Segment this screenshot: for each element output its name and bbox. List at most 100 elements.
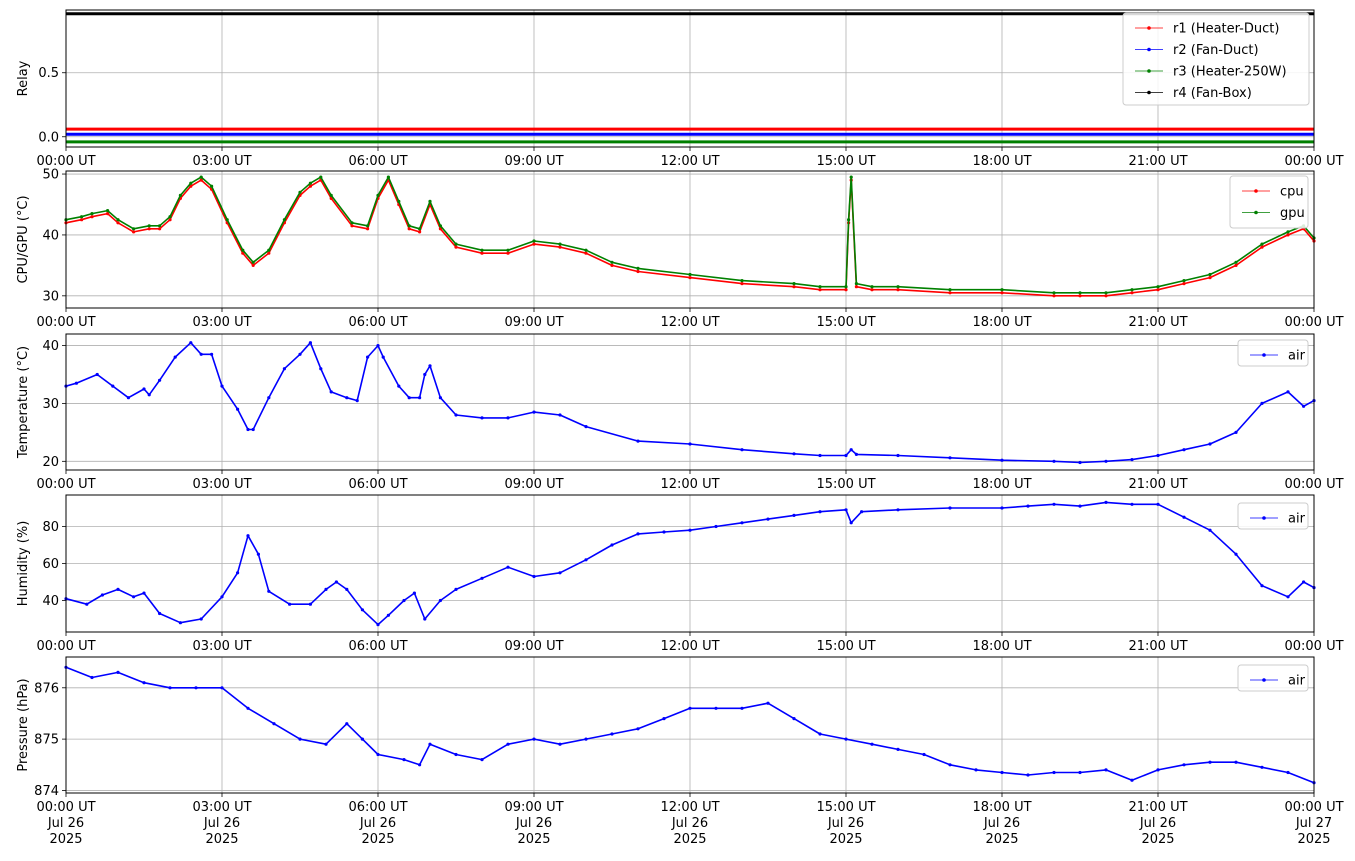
data-point-air	[376, 623, 380, 627]
y-axis-label: CPU/GPU (°C)	[16, 195, 31, 283]
data-point-air	[267, 589, 271, 593]
x-tick-label: 12:00 UT	[660, 477, 719, 492]
data-point-cpu	[1104, 294, 1108, 298]
data-point-air	[610, 732, 614, 736]
data-point-air	[1208, 442, 1212, 446]
data-point-air	[386, 613, 390, 617]
data-point-air	[345, 722, 349, 726]
y-tick-label: 0.5	[38, 66, 59, 81]
data-point-gpu	[1234, 260, 1238, 264]
data-point-air	[1234, 552, 1238, 556]
data-point-air	[194, 686, 198, 690]
x-tick-label: 06:00 UT	[348, 800, 407, 815]
data-point-air	[189, 341, 193, 345]
data-point-air	[256, 552, 260, 556]
data-point-gpu	[298, 190, 302, 194]
data-point-air	[454, 413, 458, 417]
x-date-label: Jul 26	[47, 816, 84, 831]
data-point-air	[402, 598, 406, 603]
data-point-air	[558, 571, 562, 575]
data-point-gpu	[849, 175, 853, 179]
data-point-air	[147, 393, 151, 397]
data-point-air	[740, 706, 744, 710]
data-point-air	[412, 591, 416, 595]
data-point-air	[688, 706, 692, 710]
legend-swatch-marker	[1147, 47, 1151, 52]
data-point-cpu	[1286, 233, 1290, 237]
y-tick-label: 875	[34, 733, 59, 748]
data-point-cpu	[90, 215, 94, 219]
data-point-air	[360, 608, 364, 612]
data-point-air	[766, 517, 770, 521]
data-point-gpu	[386, 175, 390, 179]
x-year-label: 2025	[1297, 832, 1330, 847]
x-tick-label: 21:00 UT	[1128, 639, 1187, 654]
data-point-air	[454, 587, 458, 592]
x-tick-label: 18:00 UT	[972, 315, 1031, 330]
data-point-cpu	[132, 230, 136, 234]
data-point-gpu	[158, 224, 162, 228]
data-point-air	[1052, 502, 1056, 506]
data-point-air	[558, 413, 562, 417]
data-point-air	[210, 352, 214, 356]
legend-label: cpu	[1280, 185, 1304, 200]
data-point-air	[236, 407, 240, 411]
data-point-air	[423, 617, 427, 621]
y-tick-label: 40	[42, 228, 59, 243]
legend-swatch-marker	[1254, 210, 1258, 215]
data-point-cpu	[366, 227, 370, 231]
data-point-air	[1182, 763, 1186, 767]
data-point-air	[1234, 760, 1238, 764]
data-point-air	[584, 425, 588, 429]
axes-frame	[65, 494, 1315, 633]
data-point-air	[1156, 453, 1160, 458]
data-point-air	[922, 752, 926, 757]
legend-label: r1 (Heater-Duct)	[1173, 22, 1279, 37]
data-point-air	[688, 442, 692, 446]
data-point-gpu	[454, 242, 458, 246]
data-point-air	[345, 587, 349, 592]
x-tick-label: 06:00 UT	[348, 639, 407, 654]
data-point-cpu	[407, 227, 411, 231]
data-point-gpu	[558, 242, 562, 246]
legend: cpu gpu	[1229, 175, 1309, 229]
x-year-label: 2025	[49, 832, 82, 847]
legend-label: r4 (Fan-Box)	[1173, 86, 1252, 101]
x-tick-label: 00:00 UT	[36, 154, 95, 169]
data-point-air	[1130, 458, 1134, 462]
x-tick-label: 00:00 UT	[1284, 639, 1343, 654]
data-point-air	[896, 453, 900, 458]
y-tick-label: 20	[42, 455, 59, 470]
data-point-cpu	[241, 251, 245, 255]
data-point-air	[334, 580, 338, 584]
data-point-cpu	[818, 288, 822, 292]
data-point-air	[1260, 584, 1264, 588]
x-date-label: Jul 26	[827, 816, 864, 831]
data-point-cpu	[688, 276, 692, 280]
data-point-air	[1000, 458, 1004, 462]
data-point-air	[1026, 504, 1030, 508]
x-year-label: 2025	[1141, 832, 1174, 847]
data-point-air	[506, 565, 510, 569]
data-point-gpu	[1104, 291, 1108, 295]
data-point-cpu	[532, 242, 536, 246]
data-point-gpu	[844, 285, 848, 289]
y-tick-label: 80	[42, 520, 59, 535]
data-point-cpu	[454, 245, 458, 249]
x-tick-label: 12:00 UT	[660, 639, 719, 654]
data-point-gpu	[210, 184, 214, 188]
data-point-air	[849, 521, 853, 525]
x-year-label: 2025	[361, 832, 394, 847]
data-point-air	[324, 587, 328, 592]
y-tick-label: 60	[42, 557, 59, 572]
x-tick-label: 09:00 UT	[504, 315, 563, 330]
data-point-air	[220, 686, 224, 690]
x-tick-label: 03:00 UT	[192, 639, 251, 654]
data-point-gpu	[688, 272, 692, 277]
legend: air	[1237, 664, 1309, 692]
data-point-cpu	[1130, 291, 1134, 295]
data-point-air	[662, 530, 666, 534]
data-point-air	[792, 717, 796, 721]
data-point-air	[506, 742, 510, 746]
legend-label: r2 (Fan-Duct)	[1173, 43, 1259, 58]
